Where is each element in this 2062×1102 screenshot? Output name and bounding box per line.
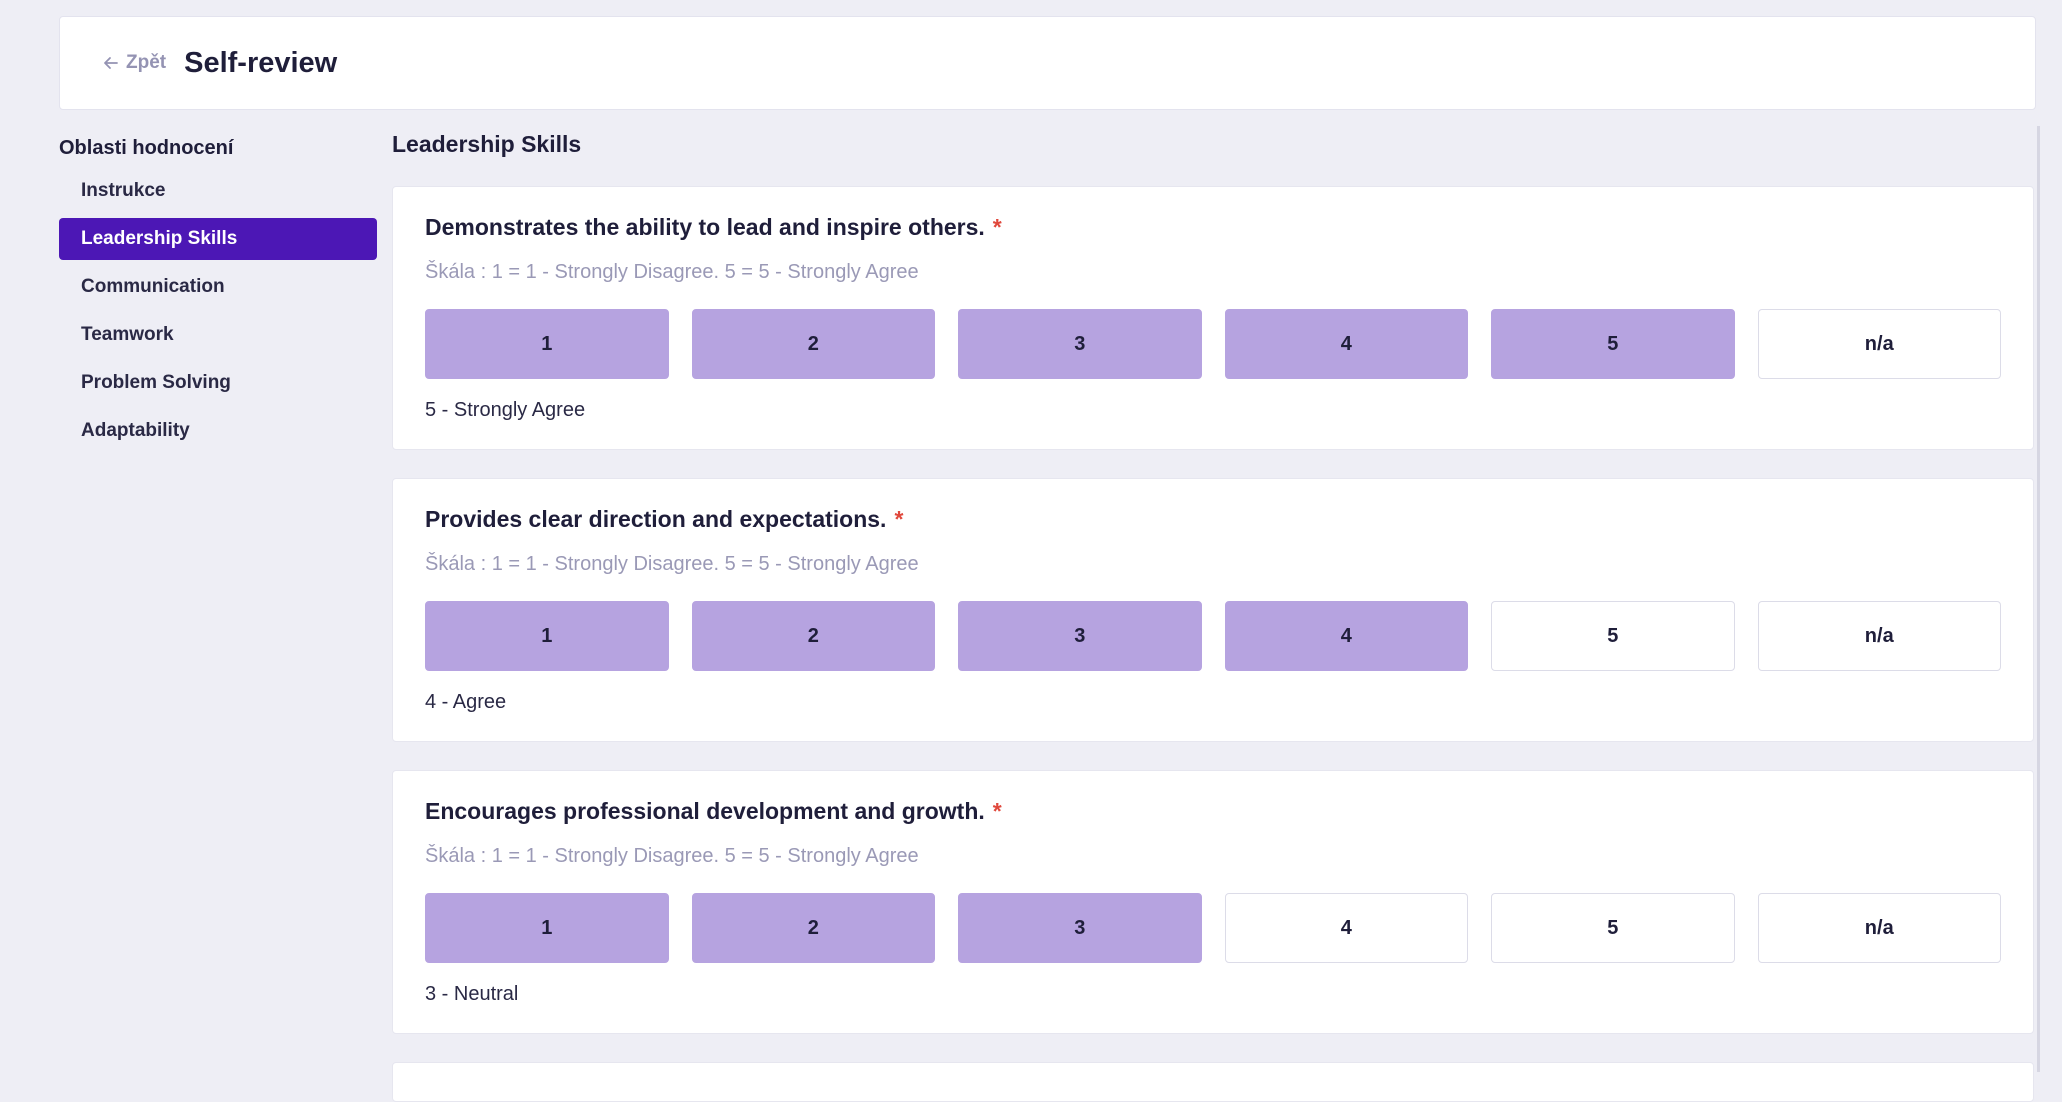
rating-options: 1 2 3 4 5 n/a <box>425 893 2001 963</box>
rating-option-4[interactable]: 4 <box>1224 893 1468 963</box>
question-title: Demonstrates the ability to lead and ins… <box>425 207 2001 247</box>
scale-description: Škála : 1 = 1 - Strongly Disagree. 5 = 5… <box>425 261 919 283</box>
question-card: Encourages professional development and … <box>392 770 2034 1034</box>
rating-option-na[interactable]: n/a <box>1757 309 2001 379</box>
selected-answer-label: 5 - Strongly Agree <box>425 399 586 421</box>
rating-option-3[interactable]: 3 <box>958 601 1202 671</box>
rating-option-2[interactable]: 2 <box>691 893 935 963</box>
sidebar-item-instrukce[interactable]: Instrukce <box>81 180 166 201</box>
scrollbar[interactable] <box>2037 126 2040 1072</box>
sidebar-item-teamwork[interactable]: Teamwork <box>81 324 174 345</box>
rating-option-5[interactable]: 5 <box>1491 601 1735 671</box>
rating-option-4[interactable]: 4 <box>1224 601 1468 671</box>
rating-options: 1 2 3 4 5 n/a <box>425 309 2001 379</box>
rating-option-5[interactable]: 5 <box>1491 893 1735 963</box>
back-button[interactable]: Zpět <box>102 52 166 74</box>
question-card: Provides clear direction and expectation… <box>392 478 2034 742</box>
scale-description: Škála : 1 = 1 - Strongly Disagree. 5 = 5… <box>425 845 919 867</box>
sidebar-heading: Oblasti hodnocení <box>59 137 234 159</box>
main-content: Leadership Skills Demonstrates the abili… <box>392 126 2034 1102</box>
back-label: Zpět <box>126 52 167 73</box>
sidebar-list: Instrukce Leadership Skills Communication T… <box>59 170 377 452</box>
sidebar-item-adaptability[interactable]: Adaptability <box>81 420 190 441</box>
question-card-partial <box>392 1062 2034 1102</box>
page-header: Zpět Self-review <box>59 16 2036 110</box>
rating-option-3[interactable]: 3 <box>958 309 1202 379</box>
rating-option-2[interactable]: 2 <box>691 309 935 379</box>
rating-options: 1 2 3 4 5 n/a <box>425 601 2001 671</box>
arrow-left-icon <box>104 57 118 69</box>
rating-option-na[interactable]: n/a <box>1757 601 2001 671</box>
required-marker: * <box>894 506 904 532</box>
rating-option-3[interactable]: 3 <box>958 893 1202 963</box>
question-text: Encourages professional development and … <box>425 798 985 824</box>
rating-option-4[interactable]: 4 <box>1224 309 1468 379</box>
rating-option-na[interactable]: n/a <box>1757 893 2001 963</box>
question-title: Provides clear direction and expectation… <box>425 499 2001 539</box>
question-text: Provides clear direction and expectation… <box>425 506 887 532</box>
rating-option-2[interactable]: 2 <box>691 601 935 671</box>
question-card: Demonstrates the ability to lead and ins… <box>392 186 2034 450</box>
sidebar-item-problem-solving[interactable]: Problem Solving <box>81 372 231 393</box>
selected-answer-label: 3 - Neutral <box>425 983 519 1005</box>
selected-answer-label: 4 - Agree <box>425 691 507 713</box>
required-marker: * <box>992 798 1002 824</box>
question-list: Demonstrates the ability to lead and ins… <box>392 186 2034 1034</box>
page-title: Self-review <box>184 46 338 79</box>
rating-option-1[interactable]: 1 <box>425 893 669 963</box>
section-title: Leadership Skills <box>392 131 582 157</box>
rating-option-1[interactable]: 1 <box>425 309 669 379</box>
rating-option-1[interactable]: 1 <box>425 601 669 671</box>
question-title: Encourages professional development and … <box>425 791 2001 831</box>
question-text: Demonstrates the ability to lead and ins… <box>425 214 985 240</box>
required-marker: * <box>992 214 1002 240</box>
sidebar: Oblasti hodnocení Instrukce Leadership Sk… <box>59 130 377 458</box>
scale-description: Škála : 1 = 1 - Strongly Disagree. 5 = 5… <box>425 553 919 575</box>
rating-option-5[interactable]: 5 <box>1491 309 1735 379</box>
sidebar-item-leadership-skills[interactable]: Leadership Skills <box>59 218 377 260</box>
sidebar-item-communication[interactable]: Communication <box>81 276 225 297</box>
